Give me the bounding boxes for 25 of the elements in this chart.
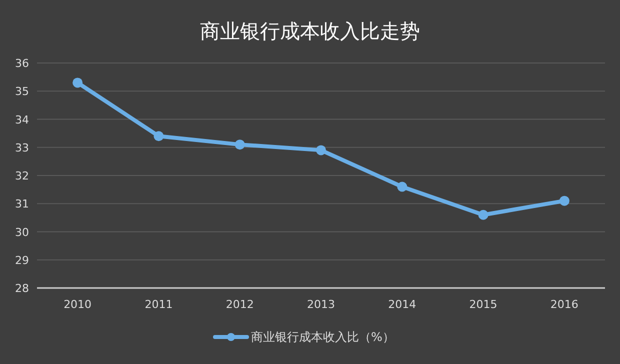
x-tick-label: 2010 xyxy=(64,298,92,311)
y-tick-label: 30 xyxy=(15,226,29,239)
point xyxy=(397,182,408,192)
point xyxy=(154,131,164,142)
y-tick-label: 34 xyxy=(15,113,29,126)
y-tick-label: 32 xyxy=(15,170,29,182)
y-tick-label: 35 xyxy=(15,85,29,98)
chart-title: 商业银行成本收入比走势 xyxy=(200,19,420,43)
legend-label: 商业银行成本收入比（%） xyxy=(251,330,394,344)
y-tick-label: 33 xyxy=(15,141,29,154)
y-tick-label: 29 xyxy=(15,254,29,267)
y-tick-label: 28 xyxy=(15,282,29,295)
y-tick-label: 36 xyxy=(15,57,29,70)
x-tick-label: 2012 xyxy=(226,298,254,311)
point xyxy=(559,196,570,206)
x-tick-label: 2013 xyxy=(307,298,335,311)
y-tick-label: 31 xyxy=(15,198,29,211)
x-tick-label: 2015 xyxy=(469,298,498,311)
x-tick-label: 2014 xyxy=(388,298,416,311)
x-tick-label: 2016 xyxy=(550,298,578,311)
x-tick-label: 2011 xyxy=(144,298,173,311)
point xyxy=(234,140,245,150)
point xyxy=(478,210,488,220)
point xyxy=(316,145,326,156)
point xyxy=(72,78,83,88)
